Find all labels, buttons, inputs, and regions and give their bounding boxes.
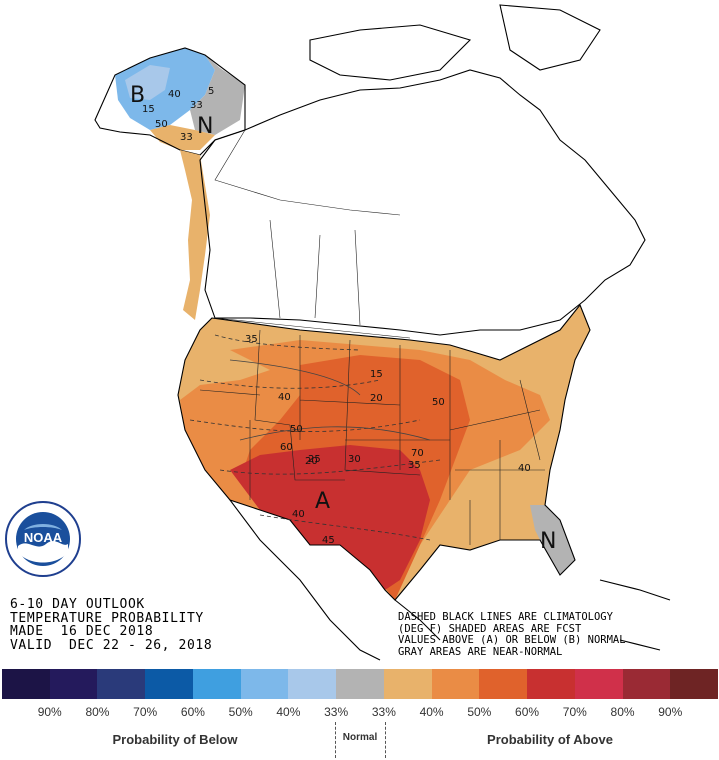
legend-swatch: [383, 669, 432, 699]
conus-region: [177, 303, 591, 601]
normal-label: Normal: [342, 732, 378, 743]
legend-swatch: [527, 669, 575, 699]
probability-above-label: Probability of Above: [487, 732, 613, 747]
noaa-logo: NOAA: [5, 501, 81, 577]
contour-label: 33: [180, 132, 193, 143]
outlook-title-block: 6-10 DAY OUTLOOK TEMPERATURE PROBABILITY…: [10, 598, 300, 652]
legend-percent: 80%: [85, 705, 110, 719]
note-line: DASHED BLACK LINES ARE CLIMATOLOGY: [398, 611, 613, 623]
conus-above-letter: A: [315, 489, 330, 514]
arctic-islands-outline: [309, 24, 472, 81]
contour-label: 33: [190, 100, 203, 111]
legend-swatch: [97, 669, 146, 699]
above-70-area: [230, 445, 430, 590]
legend-swatch: [336, 669, 384, 699]
state-lines: [199, 329, 545, 545]
province-lines: [214, 129, 401, 326]
clim-label: 35: [408, 460, 421, 471]
alaska-below-letter: B: [130, 83, 145, 108]
contour-label: 70: [411, 448, 424, 459]
normal-divider-right: [385, 722, 386, 758]
legend-percent: 40%: [276, 705, 301, 719]
clim-label: 20: [370, 393, 383, 404]
florida-normal-area: [530, 505, 575, 575]
normal-divider-left: [335, 722, 336, 758]
contour-label: 50: [432, 397, 445, 408]
greenland-outline: [499, 4, 601, 71]
contour-label: 60: [280, 442, 293, 453]
legend-swatch: [49, 669, 98, 699]
legend-percent: 80%: [610, 705, 635, 719]
legend-swatch: [479, 669, 528, 699]
legend-percent: 40%: [419, 705, 444, 719]
title-line: VALID DEC 22 - 26, 2018: [10, 637, 213, 653]
probability-legend: [2, 669, 719, 705]
legend-percent-labels: 90% 80% 70% 60% 50% 40% 33% 33% 40% 50% 60% 70% 80% 9…: [2, 705, 718, 719]
contour-label: 50: [290, 424, 303, 435]
clim-label: 40: [292, 509, 305, 520]
border-49th-parallel: [214, 317, 411, 339]
legend-swatch: [622, 669, 671, 699]
contour-label: 50: [155, 119, 168, 130]
contour-label: 40: [168, 89, 181, 100]
noaa-logo-text: NOAA: [24, 530, 63, 545]
climatology-lines: [189, 334, 441, 541]
legend-percent: 60%: [180, 705, 205, 719]
contour-label: 40: [518, 463, 531, 474]
legend-percent: 90%: [658, 705, 683, 719]
legend-percent: 33%: [324, 705, 349, 719]
legend-percent: 70%: [133, 705, 158, 719]
legend-swatch: [145, 669, 193, 699]
probability-contours: [229, 359, 431, 441]
legend-swatch: [240, 669, 289, 699]
florida-normal-letter: N: [540, 529, 556, 554]
legend-swatch: [574, 669, 623, 699]
legend-percent: 50%: [467, 705, 492, 719]
title-line: TEMPERATURE PROBABILITY: [10, 610, 204, 626]
clim-label: 30: [348, 454, 361, 465]
legend-percent: 60%: [515, 705, 540, 719]
clim-label: 5: [208, 86, 214, 97]
legend-percent: 90%: [37, 705, 62, 719]
mexico-outline: [229, 499, 441, 661]
probability-below-label: Probability of Below: [112, 732, 238, 747]
legend-swatch: [431, 669, 480, 699]
forecast-map: B N A N 40 33 50 33 40 50 60 70 50 40 5 …: [94, 4, 671, 661]
clim-label: 20: [305, 456, 318, 467]
note-line: (DEG F) SHADED AREAS ARE FCST: [398, 622, 582, 635]
caribbean-outline: [599, 579, 671, 651]
clim-label: 15: [142, 104, 155, 115]
alaska-normal-area: [190, 55, 245, 135]
alaska-below-50-area: [125, 65, 170, 100]
title-line: MADE 16 DEC 2018: [10, 624, 154, 639]
note-line: GRAY AREAS ARE NEAR-NORMAL: [398, 645, 563, 658]
alaska-region: [94, 47, 246, 156]
clim-label: 25: [308, 454, 321, 465]
note-line: VALUES ABOVE (A) OR BELOW (B) NORMAL: [398, 634, 626, 646]
legend-percent: 50%: [228, 705, 253, 719]
coast-above-area: [180, 150, 210, 320]
canada-outline: [199, 69, 646, 336]
clim-label: 35: [245, 334, 258, 345]
clim-label: 15: [370, 369, 383, 380]
clim-label: 45: [322, 535, 335, 546]
legend-swatch: [192, 669, 241, 699]
contour-label: 40: [278, 392, 291, 403]
legend-swatch: [2, 669, 50, 699]
legend-swatch: [670, 669, 719, 699]
alaska-above-area: [150, 125, 215, 150]
title-line: 6-10 DAY OUTLOOK: [10, 597, 145, 612]
legend-percent: 70%: [562, 705, 587, 719]
map-notes: DASHED BLACK LINES ARE CLIMATOLOGY (DEG …: [398, 611, 716, 658]
alaska-normal-letter: N: [197, 114, 213, 139]
legend-swatch: [288, 669, 337, 699]
legend-percent: 33%: [371, 705, 396, 719]
